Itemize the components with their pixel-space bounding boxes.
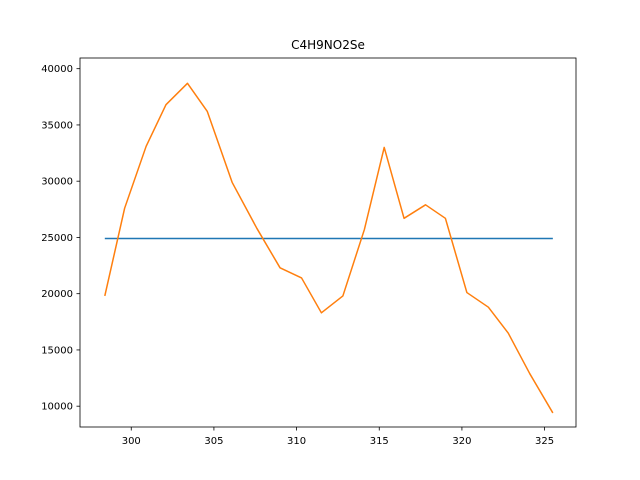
x-tick-label: 315 <box>370 436 389 447</box>
chart-title: C4H9NO2Se <box>291 38 365 52</box>
x-tick-label: 300 <box>122 436 141 447</box>
y-tick-label: 35000 <box>41 120 73 131</box>
series-layer <box>104 82 554 414</box>
plot-frame <box>79 57 577 428</box>
x-tick-label: 320 <box>452 436 471 447</box>
series-line-2 <box>104 82 554 414</box>
y-tick-label: 30000 <box>41 177 73 188</box>
y-tick-label: 15000 <box>41 345 73 356</box>
axes-layer: 300 305 310 315 320 325 10000 15000 20000 25000 30… <box>41 57 577 447</box>
y-tick-label: 10000 <box>41 402 73 413</box>
x-tick-label: 325 <box>535 436 554 447</box>
y-tick-label: 20000 <box>41 289 73 300</box>
y-tick-label: 25000 <box>41 233 73 244</box>
y-tick-label: 40000 <box>41 64 73 75</box>
x-tick-label: 310 <box>287 436 306 447</box>
x-tick-label: 305 <box>204 436 223 447</box>
